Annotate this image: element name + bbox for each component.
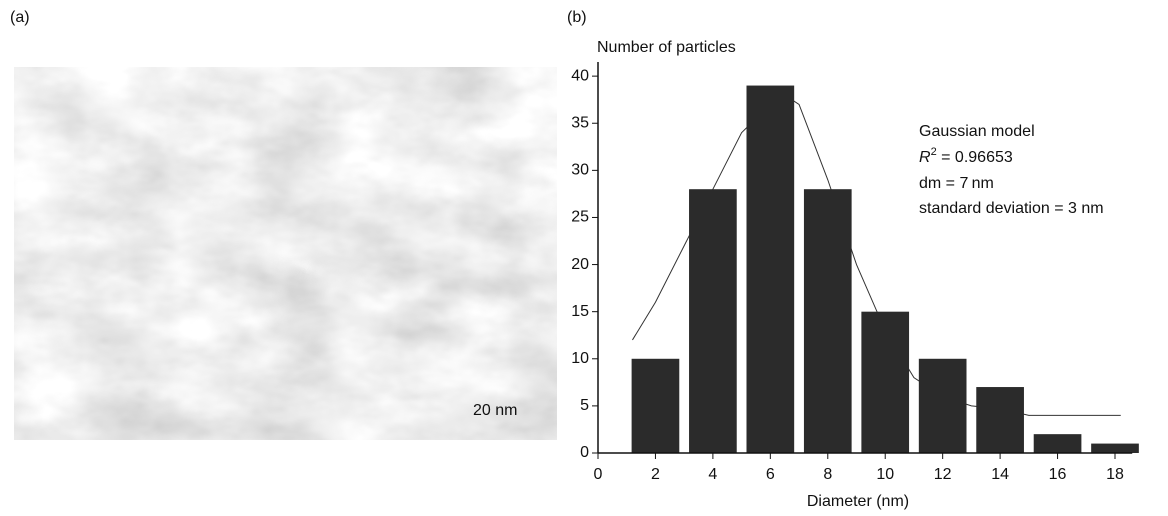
y-tick-label: 35 bbox=[571, 114, 589, 131]
y-tick-label: 15 bbox=[571, 303, 589, 320]
annotation: Gaussian model R2 = 0.96653 dm = 7 nm st… bbox=[919, 123, 1104, 217]
bar bbox=[918, 358, 967, 453]
bar bbox=[746, 85, 795, 454]
bar bbox=[861, 311, 910, 453]
x-tick-label: 10 bbox=[876, 466, 894, 483]
bar bbox=[803, 189, 852, 454]
y-tick-label: 0 bbox=[580, 444, 589, 461]
x-tick-label: 2 bbox=[651, 466, 660, 483]
r2-symbol: R bbox=[919, 149, 931, 166]
annotation-line: dm = 7 nm bbox=[919, 175, 994, 192]
x-tick-label: 12 bbox=[934, 466, 952, 483]
bar bbox=[1033, 434, 1082, 453]
annotation-line: R2 = 0.96653 bbox=[919, 146, 1013, 166]
x-axis-label: Diameter (nm) bbox=[807, 493, 909, 510]
x-tick-label: 18 bbox=[1106, 466, 1124, 483]
x-tick-label: 4 bbox=[708, 466, 717, 483]
y-axis-label: Number of particles bbox=[597, 39, 736, 56]
panel-label: (b) bbox=[567, 9, 587, 26]
x-tick-label: 6 bbox=[766, 466, 775, 483]
y-tick-label: 25 bbox=[571, 209, 589, 226]
annotation-line: standard deviation = 3 nm bbox=[919, 200, 1104, 217]
x-tick-label: 0 bbox=[594, 466, 603, 483]
y-tick-label: 10 bbox=[571, 350, 589, 367]
r2-value: = 0.96653 bbox=[937, 149, 1013, 166]
x-tick-label: 14 bbox=[991, 466, 1009, 483]
micrograph bbox=[14, 67, 557, 440]
x-tick-label: 16 bbox=[1049, 466, 1067, 483]
y-tick-label: 30 bbox=[571, 162, 589, 179]
annotation-line: Gaussian model bbox=[919, 123, 1035, 140]
panel-label: (a) bbox=[10, 9, 30, 26]
y-tick-label: 20 bbox=[571, 256, 589, 273]
scale-bar-label: 20 nm bbox=[473, 402, 517, 419]
bar bbox=[1091, 443, 1139, 453]
r2-exponent: 2 bbox=[931, 146, 937, 158]
y-tick-label: 5 bbox=[580, 397, 589, 414]
bar bbox=[689, 189, 737, 454]
y-tick-label: 40 bbox=[571, 67, 589, 84]
bar bbox=[631, 358, 680, 453]
bar bbox=[976, 387, 1024, 453]
x-tick-label: 8 bbox=[823, 466, 832, 483]
